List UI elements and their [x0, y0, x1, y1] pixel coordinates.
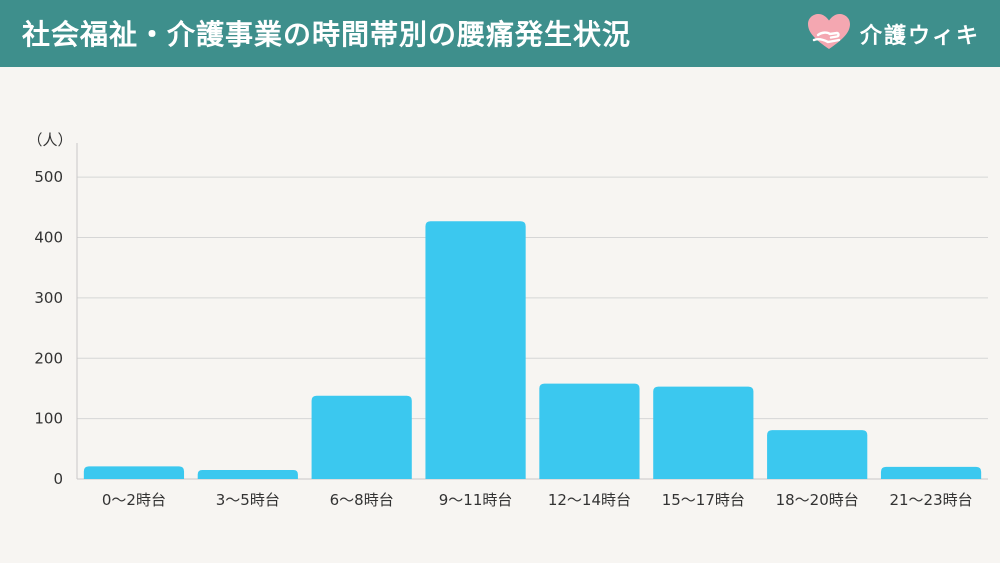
- page-title: 社会福祉・介護事業の時間帯別の腰痛発生状況: [22, 18, 632, 51]
- header-bar: 社会福祉・介護事業の時間帯別の腰痛発生状況 介護ウィキ: [0, 0, 1000, 67]
- bar-8: [880, 466, 982, 479]
- labels: （人） 0 100 200 300 400 500 0〜2時台 3〜5時台 6〜8時台 9〜11時台…: [27, 131, 972, 509]
- x-tick-label-8: 21〜23時台: [889, 491, 972, 509]
- y-tick-label-200: 200: [34, 349, 63, 367]
- y-axis-unit-label: （人）: [27, 131, 72, 149]
- y-tick-label-500: 500: [34, 168, 63, 186]
- x-tick-label-3: 6〜8時台: [330, 491, 394, 509]
- x-tick-label-2: 3〜5時台: [216, 491, 280, 509]
- bar-2: [197, 469, 298, 479]
- grid-lines: [77, 176, 988, 420]
- x-tick-label-4: 9〜11時台: [439, 491, 513, 509]
- bar-7: [767, 430, 868, 479]
- axes: [76, 143, 988, 480]
- bar-6: [653, 386, 754, 479]
- brand-name: 介護ウィキ: [860, 24, 981, 49]
- y-tick-label-0: 0: [53, 470, 63, 488]
- bar-chart: （人） 0 100 200 300 400 500 0〜2時台 3〜5時台 6〜8時台 9〜11時台…: [27, 131, 988, 509]
- y-tick-label-400: 400: [34, 229, 63, 247]
- x-tick-label-1: 0〜2時台: [102, 491, 166, 509]
- x-tick-label-7: 18〜20時台: [776, 491, 859, 509]
- bar-3: [311, 395, 412, 479]
- heart-hands-logo-icon: [806, 13, 852, 55]
- y-tick-label-100: 100: [34, 410, 63, 428]
- bars: [83, 221, 982, 480]
- bar-5: [539, 383, 640, 479]
- y-tick-label-300: 300: [34, 289, 63, 307]
- bar-4: [425, 221, 526, 480]
- bar-1: [83, 466, 185, 479]
- x-tick-label-6: 15〜17時台: [662, 491, 745, 509]
- brand: 介護ウィキ: [806, 13, 981, 55]
- x-tick-label-5: 12〜14時台: [548, 491, 631, 509]
